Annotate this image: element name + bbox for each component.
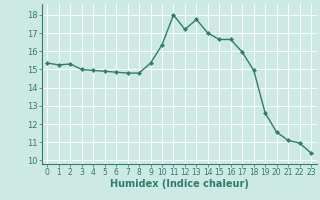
X-axis label: Humidex (Indice chaleur): Humidex (Indice chaleur): [110, 179, 249, 189]
